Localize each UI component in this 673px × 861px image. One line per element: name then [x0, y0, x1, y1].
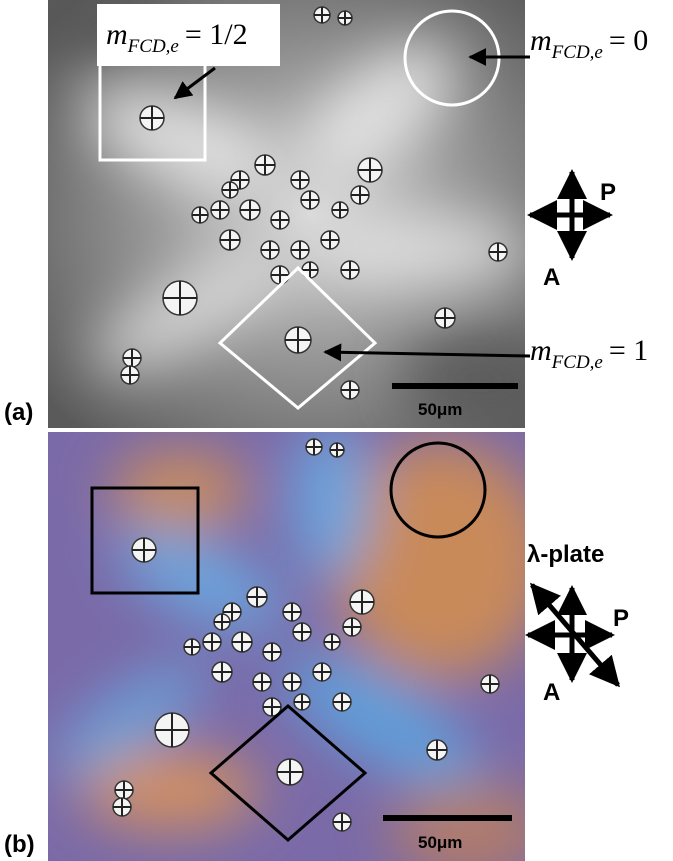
droplet [203, 633, 221, 651]
droplet [358, 158, 382, 182]
droplet [222, 182, 238, 198]
droplet [301, 191, 319, 209]
droplet [341, 261, 359, 279]
droplet [253, 673, 271, 691]
droplet [155, 713, 189, 747]
droplet [240, 200, 260, 220]
droplet [271, 211, 289, 229]
droplet [351, 186, 369, 204]
droplet [324, 634, 340, 650]
droplet [247, 587, 267, 607]
droplet [343, 618, 361, 636]
droplet [321, 231, 339, 249]
droplet [306, 439, 322, 455]
figure: mFCD,e= 1/2 mFCD,e= 0 mFCD,e= 1 P A 50μm… [0, 0, 673, 861]
droplet [184, 639, 200, 655]
droplet [489, 243, 507, 261]
droplet [212, 662, 232, 682]
droplet [140, 106, 164, 130]
droplet [263, 643, 281, 661]
droplet [314, 7, 330, 23]
plate-label: λ-plate [527, 541, 604, 568]
annotation-zero: mFCD,e= 0 [530, 24, 648, 63]
scale-label: 50μm [418, 400, 462, 419]
droplet [350, 590, 374, 614]
droplet [291, 171, 309, 189]
droplet [285, 327, 311, 353]
droplet [220, 230, 240, 250]
droplet [427, 740, 447, 760]
droplet [333, 813, 351, 831]
analyzer-label: A [543, 679, 560, 706]
droplet [192, 207, 208, 223]
droplet [338, 11, 352, 25]
droplet [291, 241, 309, 259]
droplet [211, 201, 229, 219]
droplet [481, 675, 499, 693]
droplet [255, 155, 275, 175]
droplet [293, 623, 311, 641]
droplet [294, 694, 310, 710]
droplet [277, 759, 303, 785]
droplet [333, 693, 351, 711]
panel-label: (a) [4, 399, 33, 426]
micrograph-b [39, 420, 550, 861]
droplet [123, 349, 141, 367]
annotation-one: mFCD,e= 1 [530, 334, 648, 373]
polarizer-label: P [613, 605, 629, 632]
droplet [113, 798, 131, 816]
scale-label: 50μm [418, 833, 462, 852]
droplet [121, 366, 139, 384]
polarizer-label: P [600, 179, 616, 206]
droplet [115, 781, 133, 799]
droplet [332, 202, 348, 218]
polarizer-axes [530, 172, 610, 258]
droplet [283, 603, 301, 621]
droplet [341, 381, 359, 399]
droplet [132, 538, 156, 562]
droplet [435, 308, 455, 328]
droplet [313, 663, 331, 681]
droplet [283, 673, 301, 691]
droplet [261, 241, 279, 259]
droplet [330, 443, 344, 457]
droplet [163, 281, 197, 315]
droplet [214, 614, 230, 630]
polarizer-axes [528, 585, 618, 685]
panel-label: (b) [4, 831, 35, 858]
analyzer-label: A [543, 264, 560, 291]
droplet [232, 632, 252, 652]
